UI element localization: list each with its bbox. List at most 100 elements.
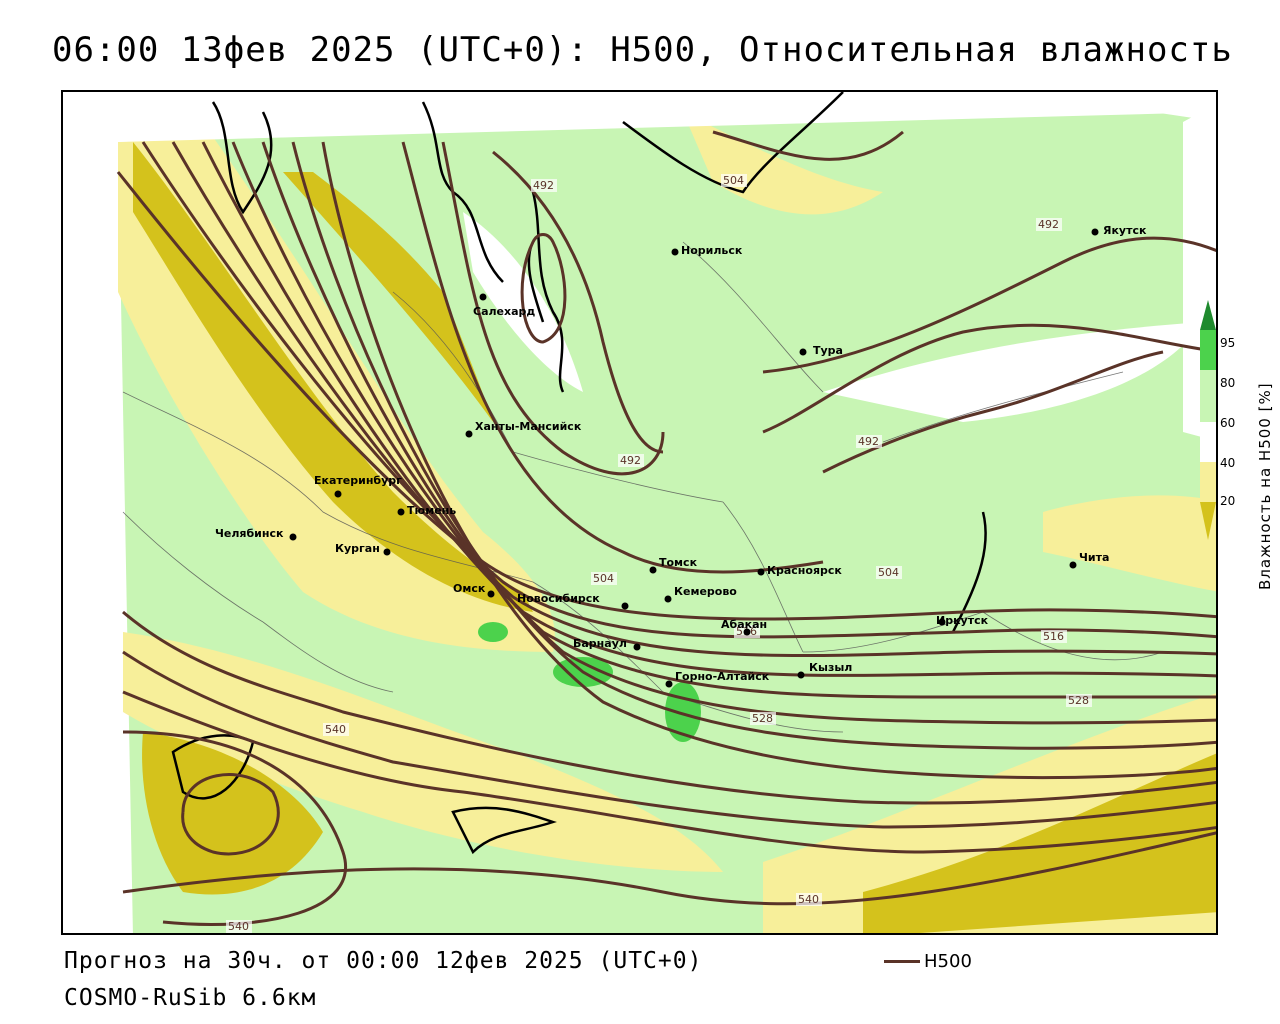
contour-label: 528 xyxy=(1068,694,1089,707)
city-dot xyxy=(1069,561,1077,569)
city-label: Томск xyxy=(659,556,698,569)
city-dot xyxy=(649,566,657,574)
colorbar-label: Влажность на H500 [%] xyxy=(1256,382,1274,590)
city-dot xyxy=(757,568,765,576)
contour-label: 492 xyxy=(858,435,879,448)
city-dot xyxy=(633,643,641,651)
city-label: Кемерово xyxy=(674,585,737,598)
city-dot xyxy=(664,595,672,603)
city-dot xyxy=(397,508,405,516)
city-dot xyxy=(289,533,297,541)
city-label: Абакан xyxy=(721,618,767,631)
city-label: Горно-Алтайск xyxy=(675,670,770,683)
map-title: 06:00 13фев 2025 (UTC+0): H500, Относите… xyxy=(52,30,1233,70)
h500-contour-line xyxy=(762,323,1216,434)
h500-contour-line xyxy=(321,141,1216,780)
contour-label-bg xyxy=(531,179,557,192)
city-dot xyxy=(334,490,342,498)
city-dot xyxy=(465,430,473,438)
contour-label: 504 xyxy=(878,566,899,579)
contour-label-bg xyxy=(1041,630,1067,643)
coastlines xyxy=(171,92,987,855)
city-dot xyxy=(487,590,495,598)
colorbar-tick: 40 xyxy=(1220,456,1236,470)
colorbar-tick: 60 xyxy=(1220,416,1236,430)
contour-label: 504 xyxy=(723,174,744,187)
city-label: Якутск xyxy=(1103,224,1147,237)
contour-label: 540 xyxy=(325,723,346,736)
colorbar-tick: 80 xyxy=(1220,376,1236,390)
h500-contour-line xyxy=(171,141,1216,658)
contour-label-bg xyxy=(591,572,617,585)
h500-legend-label: H500 xyxy=(924,951,972,972)
city-label: Тюмень xyxy=(407,504,456,517)
city-dot xyxy=(383,548,391,556)
city-label: Барнаул xyxy=(573,637,627,650)
colorbar-tick: 20 xyxy=(1220,494,1236,508)
city-dot xyxy=(797,671,805,679)
colorbar-tick: 95 xyxy=(1220,336,1236,350)
h500-contour-line xyxy=(141,141,1216,639)
contour-label-bg xyxy=(856,435,882,448)
city-dot xyxy=(479,293,487,301)
contour-label-bg xyxy=(796,893,822,906)
city-label: Чита xyxy=(1079,551,1109,564)
h500-contour-line xyxy=(520,233,567,344)
contour-label-bg xyxy=(721,174,747,187)
city-label: Иркутск xyxy=(936,614,989,627)
forecast-info: Прогноз на 30ч. от 00:00 12фев 2025 (UTC… xyxy=(64,948,703,974)
city-label: Омск xyxy=(453,582,486,595)
city-label: Красноярск xyxy=(767,564,842,577)
map-panel: 4925044924924925045045165165285285405405… xyxy=(61,90,1218,935)
contour-label: 540 xyxy=(228,920,249,933)
city-dot xyxy=(671,248,679,256)
forecast-map: 4925044924924925045045165165285285405405… xyxy=(63,92,1216,933)
contour-label-bg xyxy=(750,712,776,725)
city-dot xyxy=(799,348,807,356)
model-name: COSMO-RuSib 6.6км xyxy=(64,985,317,1011)
h500-contour-line xyxy=(712,130,904,161)
city-markers: Якутск Норильск Салехард Тура Ханты-Мансийск… xyxy=(215,224,1147,688)
h500-contour-line xyxy=(762,236,1216,374)
h500-contour-line xyxy=(122,831,1216,906)
city-label: Новосибирск xyxy=(517,592,600,605)
h500-contour-line xyxy=(122,730,347,926)
city-label: Кызыл xyxy=(809,661,852,674)
city-label: Екатеринбург xyxy=(314,474,402,487)
city-dot xyxy=(743,628,751,636)
contour-label-bg xyxy=(323,723,349,736)
contour-label: 528 xyxy=(752,712,773,725)
h500-legend-swatch xyxy=(884,960,920,963)
city-dot xyxy=(621,602,629,610)
contour-label: 492 xyxy=(620,454,641,467)
city-dot xyxy=(1091,228,1099,236)
city-label: Курган xyxy=(335,542,380,555)
h500-contour-line xyxy=(122,650,1216,829)
h500-contour-line xyxy=(261,141,1216,725)
humidity-colorbar xyxy=(1200,300,1216,545)
city-label: Тура xyxy=(813,344,843,357)
contour-label: 492 xyxy=(533,179,554,192)
contour-label: 504 xyxy=(593,572,614,585)
h500-contour-line xyxy=(116,171,1216,621)
contour-label-bg xyxy=(226,920,252,933)
contour-label-bg xyxy=(618,454,644,467)
contour-label-bg xyxy=(1036,218,1062,231)
h500-contour-line xyxy=(122,610,1216,805)
city-dot xyxy=(938,618,946,626)
h500-contour-line xyxy=(291,141,1216,750)
h500-contour-line xyxy=(441,141,665,476)
contour-label-bg xyxy=(1066,694,1092,707)
city-dot xyxy=(665,680,673,688)
h500-contour-line xyxy=(401,141,824,574)
city-label: Норильск xyxy=(681,244,743,257)
contour-label-bg xyxy=(876,566,902,579)
admin-borders xyxy=(122,241,1164,733)
city-label: Челябинск xyxy=(215,527,284,540)
city-label: Салехард xyxy=(473,305,535,318)
h500-contour-line xyxy=(122,690,1216,854)
h500-contour-line xyxy=(201,141,1216,678)
city-label: Ханты-Мансийск xyxy=(475,420,582,433)
contour-label: 516 xyxy=(1043,630,1064,643)
contour-label: 492 xyxy=(1038,218,1059,231)
